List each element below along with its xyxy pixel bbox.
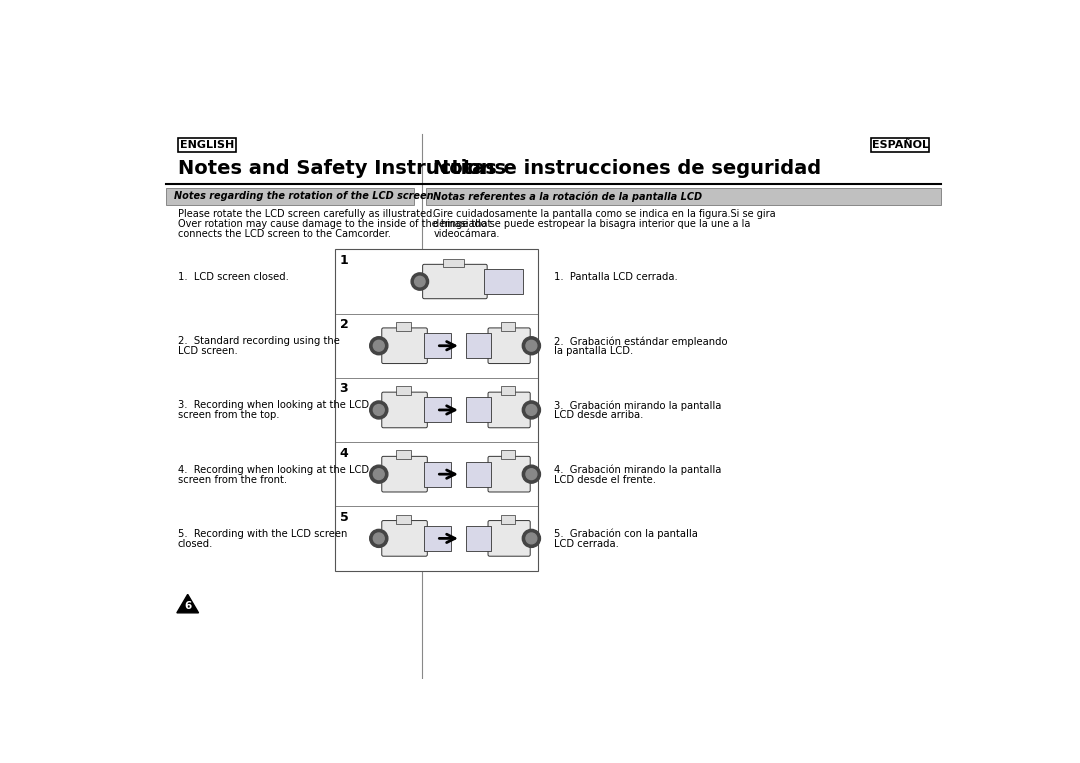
FancyBboxPatch shape	[488, 328, 530, 363]
Bar	[501, 450, 515, 459]
Text: videocámara.: videocámara.	[433, 230, 500, 240]
Text: LCD cerrada.: LCD cerrada.	[554, 539, 619, 549]
Polygon shape	[177, 594, 199, 613]
Text: 5: 5	[339, 511, 349, 524]
Text: Notes regarding the rotation of the LCD screen: Notes regarding the rotation of the LCD …	[174, 192, 433, 201]
Circle shape	[526, 533, 537, 544]
Circle shape	[523, 336, 540, 355]
Circle shape	[526, 404, 537, 415]
Text: 6: 6	[184, 601, 191, 611]
Text: screen from the top.: screen from the top.	[177, 410, 279, 420]
Circle shape	[415, 276, 426, 287]
Bar	[467, 333, 491, 359]
Circle shape	[374, 533, 384, 544]
Bar	[501, 514, 515, 523]
Bar	[424, 398, 451, 423]
Circle shape	[526, 340, 537, 351]
Text: 1.  LCD screen closed.: 1. LCD screen closed.	[177, 272, 288, 282]
Text: demasiado se puede estropear la bisagra interior que la une a la: demasiado se puede estropear la bisagra …	[433, 220, 751, 230]
Circle shape	[369, 401, 388, 419]
Bar	[443, 259, 464, 267]
FancyBboxPatch shape	[488, 520, 530, 556]
Bar	[396, 450, 410, 459]
Circle shape	[411, 273, 429, 290]
Text: 4: 4	[339, 446, 349, 459]
Text: 2.  Grabación estándar empleando: 2. Grabación estándar empleando	[554, 336, 727, 346]
Text: 3: 3	[339, 382, 348, 395]
Bar	[467, 526, 491, 551]
Text: ENGLISH: ENGLISH	[179, 140, 233, 150]
Text: 5.  Recording with the LCD screen: 5. Recording with the LCD screen	[177, 529, 347, 539]
Text: LCD desde arriba.: LCD desde arriba.	[554, 410, 643, 420]
Bar	[396, 386, 410, 395]
Text: ESPAÑOL: ESPAÑOL	[872, 140, 929, 150]
FancyBboxPatch shape	[381, 456, 428, 492]
Text: closed.: closed.	[177, 539, 213, 549]
Circle shape	[523, 530, 540, 547]
Circle shape	[369, 336, 388, 355]
Text: 2: 2	[339, 318, 349, 331]
Text: LCD screen.: LCD screen.	[177, 346, 238, 356]
Bar	[424, 526, 451, 551]
Text: LCD desde el frente.: LCD desde el frente.	[554, 475, 656, 485]
Bar	[166, 188, 414, 204]
Bar	[424, 462, 451, 487]
Bar	[501, 386, 515, 395]
Bar	[467, 398, 491, 423]
FancyBboxPatch shape	[381, 520, 428, 556]
Text: 2.  Standard recording using the: 2. Standard recording using the	[177, 336, 339, 346]
Text: Notes and Safety Instructions: Notes and Safety Instructions	[177, 159, 505, 179]
Circle shape	[369, 530, 388, 547]
Bar	[501, 322, 515, 331]
Text: screen from the front.: screen from the front.	[177, 475, 287, 485]
Text: 5.  Grabación con la pantalla: 5. Grabación con la pantalla	[554, 529, 698, 539]
Text: connects the LCD screen to the Camcorder.: connects the LCD screen to the Camcorder…	[177, 230, 391, 240]
Bar	[872, 138, 930, 152]
Text: Please rotate the LCD screen carefully as illustrated.: Please rotate the LCD screen carefully a…	[177, 209, 435, 220]
Circle shape	[374, 340, 384, 351]
Circle shape	[374, 468, 384, 480]
Text: 3.  Recording when looking at the LCD: 3. Recording when looking at the LCD	[177, 401, 368, 410]
Bar	[396, 514, 410, 523]
Bar	[396, 322, 410, 331]
Text: 1.  Pantalla LCD cerrada.: 1. Pantalla LCD cerrada.	[554, 272, 677, 282]
Text: 4.  Recording when looking at the LCD: 4. Recording when looking at the LCD	[177, 465, 368, 475]
Text: Over rotation may cause damage to the inside of the hinge that: Over rotation may cause damage to the in…	[177, 220, 491, 230]
Circle shape	[374, 404, 384, 415]
Text: 3.  Grabación mirando la pantalla: 3. Grabación mirando la pantalla	[554, 401, 720, 410]
FancyBboxPatch shape	[488, 392, 530, 428]
FancyBboxPatch shape	[488, 456, 530, 492]
Bar	[426, 188, 941, 204]
Text: Notas e instrucciones de seguridad: Notas e instrucciones de seguridad	[433, 159, 822, 179]
Circle shape	[523, 401, 540, 419]
Text: Notas referentes a la rotación de la pantalla LCD: Notas referentes a la rotación de la pan…	[433, 191, 702, 201]
Bar	[177, 138, 235, 152]
FancyBboxPatch shape	[422, 264, 487, 298]
Bar	[467, 462, 491, 487]
Bar	[484, 269, 523, 294]
Circle shape	[369, 465, 388, 483]
FancyBboxPatch shape	[381, 328, 428, 363]
Text: 1: 1	[339, 254, 349, 267]
Bar	[424, 333, 451, 359]
Circle shape	[523, 465, 540, 483]
Bar	[335, 250, 538, 571]
Text: la pantalla LCD.: la pantalla LCD.	[554, 346, 633, 356]
Circle shape	[526, 468, 537, 480]
Text: Gire cuidadosamente la pantalla como se indica en la figura.Si se gira: Gire cuidadosamente la pantalla como se …	[433, 209, 777, 220]
Text: 4.  Grabación mirando la pantalla: 4. Grabación mirando la pantalla	[554, 465, 720, 475]
FancyBboxPatch shape	[381, 392, 428, 428]
